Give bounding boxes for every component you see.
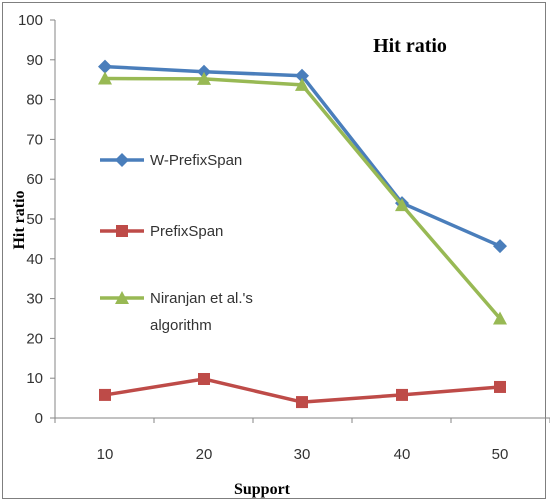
y-tick-label: 60 [26, 171, 43, 188]
x-tick-labels: 10 20 30 40 50 [97, 446, 509, 463]
y-tick-labels: 0 10 20 30 40 50 60 70 80 90 100 [18, 12, 43, 427]
legend: W-PrefixSpan PrefixSpan Niranjan et al.'s a… [100, 152, 253, 334]
series-1 [99, 372, 506, 409]
x-tick-label: 40 [394, 446, 411, 463]
y-tick-label: 50 [26, 211, 43, 228]
legend-item: Niranjan et al.'s algorithm [100, 290, 253, 334]
data-point [295, 77, 309, 91]
data-point [198, 372, 210, 385]
chart-title: Hit ratio [373, 35, 447, 57]
legend-item: PrefixSpan [100, 223, 223, 240]
y-tick-label: 20 [26, 330, 43, 347]
data-point [395, 198, 409, 212]
axes [50, 19, 550, 423]
legend-swatch-marker [116, 225, 128, 237]
x-tick-label: 10 [97, 446, 114, 463]
legend-label: W-PrefixSpan [150, 152, 242, 169]
x-tick-label: 20 [196, 446, 213, 463]
y-tick-label: 40 [26, 251, 43, 268]
data-point [99, 388, 111, 401]
data-point [197, 64, 211, 79]
x-tick-label: 50 [492, 446, 509, 463]
data-point [98, 59, 112, 74]
data-point [494, 380, 506, 393]
series-line [104, 76, 502, 320]
y-tick-label: 100 [18, 12, 43, 29]
data-point [295, 68, 309, 83]
x-tick-label: 30 [294, 446, 311, 463]
legend-label: Niranjan et al.'s [150, 290, 253, 307]
data-point [493, 311, 507, 325]
data-point [98, 71, 112, 85]
data-point [296, 396, 308, 409]
legend-label: PrefixSpan [150, 223, 223, 240]
data-point [197, 71, 211, 85]
legend-swatch-marker [115, 153, 129, 167]
y-tick-label: 70 [26, 131, 43, 148]
y-axis-label: Hit ratio [11, 190, 28, 249]
x-axis-label: Support [234, 481, 291, 498]
series-lines [98, 59, 507, 409]
y-tick-label: 30 [26, 291, 43, 308]
series-2 [98, 71, 507, 325]
legend-label: algorithm [150, 317, 212, 334]
legend-item: W-PrefixSpan [100, 152, 242, 169]
y-tick-label: 0 [35, 410, 43, 427]
data-point [396, 388, 408, 401]
y-tick-label: 80 [26, 92, 43, 109]
y-tick-label: 10 [26, 370, 43, 387]
y-tick-label: 90 [26, 52, 43, 69]
data-point [493, 239, 507, 254]
legend-swatch-marker [115, 291, 129, 304]
